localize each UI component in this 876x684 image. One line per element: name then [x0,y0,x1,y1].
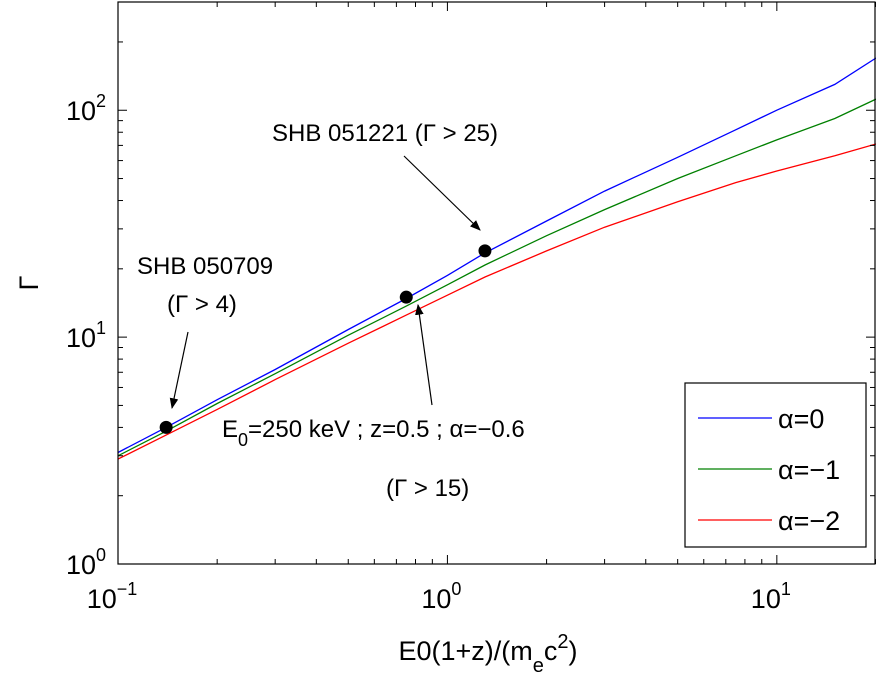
legend-label-2: α=−2 [778,506,840,536]
marker-point-2 [478,244,492,258]
x-tick-label-0: 10−1 [87,579,138,614]
series-line-1 [117,98,876,457]
points-layer [159,244,492,434]
annotation-gamma-gt-4: (Γ > 4) [167,291,237,318]
x-axis-label: E0(1+z)/(mec2) [398,631,577,677]
y-axis-label: Γ [14,275,44,290]
annotation-arrow-2 [415,303,433,406]
legend-label-0: α=0 [778,404,824,434]
marker-point-1 [399,290,413,304]
y-tick-label-2: 102 [66,91,106,126]
annotation-arrow-1 [169,331,189,410]
marker-point-0 [159,420,173,434]
plot-frame [117,1,876,565]
annotation-arrow-0 [403,155,481,231]
x-tick-label-1: 100 [421,579,461,614]
legend-label-1: α=−1 [778,455,840,485]
legend: α=0 α=−1 α=−2 [684,382,867,548]
annotation-shb050709: SHB 050709 [137,253,273,280]
annotation-parameters: E0=250 keV ; z=0.5 ; α=−0.6 [222,416,525,450]
y-tick-label-0: 100 [66,545,106,580]
annotation-shb051221: SHB 051221 (Γ > 25) [272,120,498,147]
annotation-arrows [169,155,481,410]
annotation-gamma-gt-15: (Γ > 15) [386,475,469,502]
x-tick-label-2: 101 [751,579,791,614]
y-tick-label-1: 101 [66,318,106,353]
ticks-layer [117,1,876,565]
series-line-2 [117,143,876,460]
